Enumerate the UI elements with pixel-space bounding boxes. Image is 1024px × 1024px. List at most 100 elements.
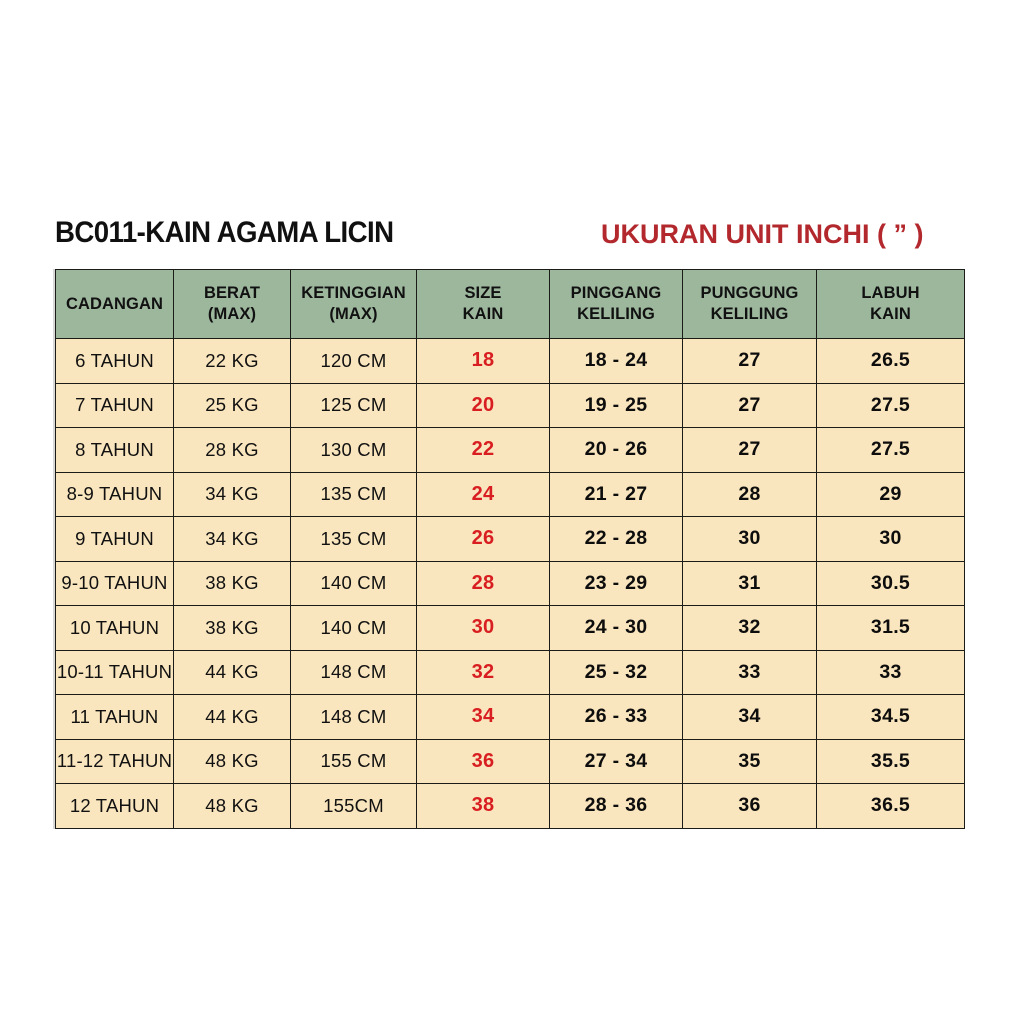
table-row: 8 TAHUN 28 KG 130 CM 22 20 - 26 27 27.5 — [55, 427, 965, 473]
cell-waist: 24 - 30 — [549, 605, 683, 651]
cell-size: 28 — [416, 560, 550, 606]
cell-age: 9 TAHUN — [55, 516, 174, 562]
cell-weight: 38 KG — [173, 560, 291, 606]
column-header-line1: CADANGAN — [65, 294, 164, 313]
cell-waist: 27 - 34 — [549, 738, 683, 784]
cell-length: 29 — [816, 471, 965, 517]
column-header-berat: BERAT (MAX) — [173, 269, 291, 339]
column-header-line1: SIZE — [464, 284, 502, 302]
cell-weight: 48 KG — [173, 783, 291, 829]
table-header-row: CADANGAN BERAT (MAX) KETINGGIAN (MAX) SI… — [55, 269, 965, 339]
cell-height: 120 CM — [290, 338, 417, 384]
cell-size: 24 — [416, 471, 550, 517]
table-row: 6 TAHUN 22 KG 120 CM 18 18 - 24 27 26.5 — [55, 338, 965, 384]
cell-waist: 18 - 24 — [549, 338, 683, 384]
cell-size: 38 — [416, 783, 550, 829]
cell-age: 6 TAHUN — [55, 338, 174, 384]
cell-hip: 32 — [682, 605, 817, 651]
cell-weight: 28 KG — [173, 427, 291, 473]
cell-waist: 26 - 33 — [549, 694, 683, 740]
cell-weight: 48 KG — [173, 738, 291, 784]
cell-height: 140 CM — [290, 560, 417, 606]
cell-waist: 25 - 32 — [549, 649, 683, 695]
cell-age: 9-10 TAHUN — [55, 560, 174, 606]
cell-age: 10 TAHUN — [55, 605, 174, 651]
cell-weight: 34 KG — [173, 516, 291, 562]
cell-age: 8 TAHUN — [55, 427, 174, 473]
cell-hip: 31 — [682, 560, 817, 606]
cell-length: 34.5 — [816, 694, 965, 740]
cell-age: 12 TAHUN — [55, 783, 174, 829]
column-header-line2: KELILING — [710, 305, 789, 323]
column-header-line2: KAIN — [462, 305, 504, 323]
cell-hip: 28 — [682, 471, 817, 517]
cell-weight: 22 KG — [173, 338, 291, 384]
column-header-punggung-keliling: PUNGGUNG KELILING — [682, 269, 817, 339]
unit-note: UKURAN UNIT INCHI ( ” ) — [601, 219, 924, 249]
table-row: 7 TAHUN 25 KG 125 CM 20 19 - 25 27 27.5 — [55, 382, 965, 428]
cell-length: 27.5 — [816, 427, 965, 473]
cell-length: 31.5 — [816, 605, 965, 651]
column-header-line1: PUNGGUNG — [700, 284, 799, 302]
cell-height: 140 CM — [290, 605, 417, 651]
cell-size: 20 — [416, 382, 550, 428]
column-header-line2: (MAX) — [329, 305, 378, 323]
cell-waist: 19 - 25 — [549, 382, 683, 428]
cell-size: 30 — [416, 605, 550, 651]
cell-waist: 21 - 27 — [549, 471, 683, 517]
table-head: CADANGAN BERAT (MAX) KETINGGIAN (MAX) SI… — [55, 269, 965, 339]
cell-weight: 25 KG — [173, 382, 291, 428]
cell-height: 135 CM — [290, 471, 417, 517]
cell-weight: 34 KG — [173, 471, 291, 517]
column-header-size-kain: SIZE KAIN — [416, 269, 550, 339]
cell-size: 26 — [416, 516, 550, 562]
cell-size: 18 — [416, 338, 550, 384]
cell-size: 36 — [416, 738, 550, 784]
cell-hip: 27 — [682, 338, 817, 384]
cell-hip: 27 — [682, 427, 817, 473]
cell-height: 148 CM — [290, 694, 417, 740]
column-header-labuh-kain: LABUH KAIN — [816, 269, 965, 339]
column-header-line1: PINGGANG — [570, 284, 662, 302]
cell-size: 22 — [416, 427, 550, 473]
cell-waist: 28 - 36 — [549, 783, 683, 829]
table-row: 9 TAHUN 34 KG 135 CM 26 22 - 28 30 30 — [55, 516, 965, 562]
cell-length: 30.5 — [816, 560, 965, 606]
cell-size: 32 — [416, 649, 550, 695]
cell-height: 155 CM — [290, 738, 417, 784]
table-row: 11 TAHUN 44 KG 148 CM 34 26 - 33 34 34.5 — [55, 694, 965, 740]
table-row: 10 TAHUN 38 KG 140 CM 30 24 - 30 32 31.5 — [55, 605, 965, 651]
cell-age: 11-12 TAHUN — [55, 738, 174, 784]
table-row: 10-11 TAHUN 44 KG 148 CM 32 25 - 32 33 33 — [55, 649, 965, 695]
cell-waist: 23 - 29 — [549, 560, 683, 606]
column-header-pinggang-keliling: PINGGANG KELILING — [549, 269, 683, 339]
cell-hip: 27 — [682, 382, 817, 428]
size-chart-table: CADANGAN BERAT (MAX) KETINGGIAN (MAX) SI… — [55, 269, 965, 829]
cell-height: 148 CM — [290, 649, 417, 695]
cell-hip: 35 — [682, 738, 817, 784]
table-row: 12 TAHUN 48 KG 155CM 38 28 - 36 36 36.5 — [55, 783, 965, 829]
cell-size: 34 — [416, 694, 550, 740]
cell-age: 7 TAHUN — [55, 382, 174, 428]
column-header-cadangan: CADANGAN — [55, 269, 174, 339]
column-header-line2: KAIN — [870, 305, 911, 323]
cell-height: 125 CM — [290, 382, 417, 428]
cell-length: 30 — [816, 516, 965, 562]
cell-hip: 36 — [682, 783, 817, 829]
cell-age: 10-11 TAHUN — [55, 649, 174, 695]
cell-weight: 38 KG — [173, 605, 291, 651]
table-body: 6 TAHUN 22 KG 120 CM 18 18 - 24 27 26.5 7 TAHUN… — [55, 338, 965, 829]
cell-length: 36.5 — [816, 783, 965, 829]
cell-hip: 33 — [682, 649, 817, 695]
column-header-ketinggian: KETINGGIAN (MAX) — [290, 269, 417, 339]
cell-weight: 44 KG — [173, 649, 291, 695]
cell-hip: 34 — [682, 694, 817, 740]
cell-height: 130 CM — [290, 427, 417, 473]
chart-heading: BC011-KAIN AGAMA LICIN UKURAN UNIT INCHI… — [55, 216, 970, 260]
cell-length: 35.5 — [816, 738, 965, 784]
table-row: 11-12 TAHUN 48 KG 155 CM 36 27 - 34 35 35.5 — [55, 738, 965, 784]
cell-height: 135 CM — [290, 516, 417, 562]
cell-length: 26.5 — [816, 338, 965, 384]
cell-height: 155CM — [290, 783, 417, 829]
